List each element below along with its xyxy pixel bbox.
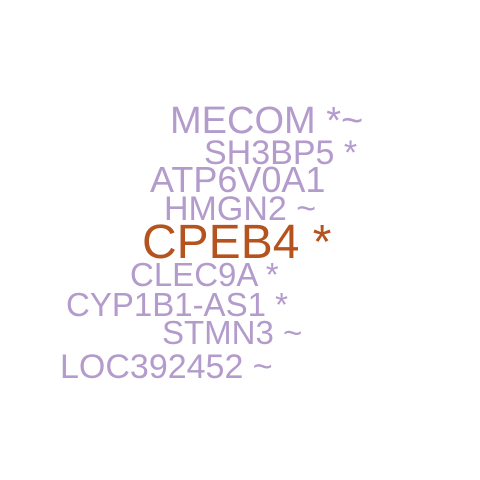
word-clec9a: CLEC9A *	[130, 256, 279, 293]
word-stmn3: STMN3 ~	[162, 314, 303, 351]
word-cyp1b1-as1: CYP1B1-AS1 *	[66, 286, 288, 323]
word-hmgn2: HMGN2 ~	[164, 190, 317, 228]
word-cpeb4: CPEB4 *	[142, 216, 332, 269]
word-loc392452: LOC392452 ~	[60, 348, 273, 386]
word-sh3bp5: SH3BP5 *	[204, 134, 358, 172]
word-mecom: MECOM *~	[170, 100, 364, 142]
word-atp6v0a1: ATP6V0A1	[150, 159, 326, 200]
